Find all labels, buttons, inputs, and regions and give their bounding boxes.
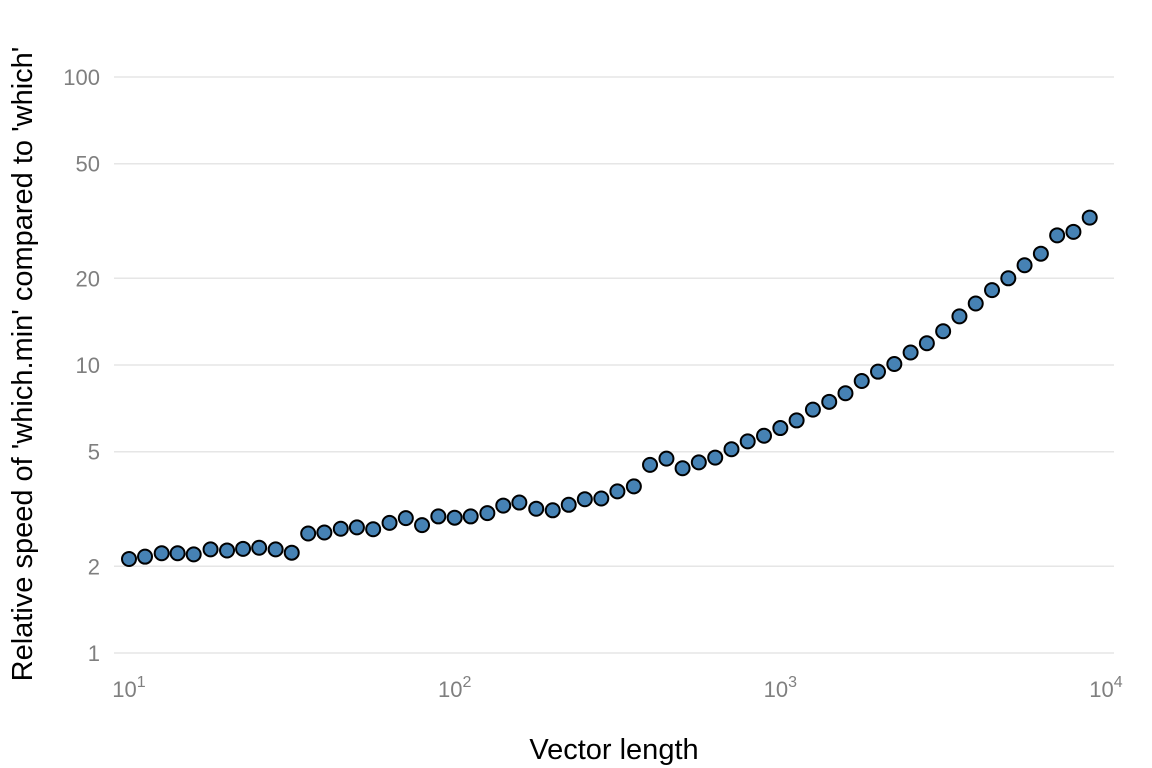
data-point — [1016, 257, 1033, 274]
data-point — [674, 460, 691, 477]
data-point — [739, 433, 756, 450]
data-point — [658, 450, 675, 467]
x-tick-label: 103 — [764, 674, 797, 702]
y-tick-label: 50 — [76, 152, 100, 177]
data-point — [642, 456, 659, 473]
data-point — [1081, 209, 1098, 226]
gridlines — [114, 76, 1114, 654]
data-point — [1049, 227, 1066, 244]
data-point — [251, 539, 268, 556]
data-point — [300, 525, 317, 542]
data-point — [593, 490, 610, 507]
y-tick-label: 5 — [88, 440, 100, 465]
data-point — [397, 510, 414, 527]
y-tick-label: 2 — [88, 554, 100, 579]
data-point — [332, 520, 349, 537]
data-point — [283, 544, 300, 561]
data-point — [690, 454, 707, 471]
data-point — [365, 521, 382, 538]
x-axis-title: Vector length — [529, 734, 698, 766]
x-tick-label: 102 — [438, 674, 471, 702]
data-point — [772, 420, 789, 437]
data-point — [609, 483, 626, 500]
data-point — [153, 545, 170, 562]
data-point — [267, 541, 284, 558]
data-point — [430, 508, 447, 525]
data-point — [788, 412, 805, 429]
data-point — [902, 344, 919, 361]
data-points — [121, 209, 1098, 568]
y-axis-title: Relative speed of 'which.min' compared t… — [7, 47, 39, 682]
data-point — [479, 505, 496, 522]
data-point — [918, 335, 935, 352]
x-tick-base: 10 — [764, 677, 788, 702]
data-point — [495, 497, 512, 514]
x-axis-ticks: 101 102 103 104 — [112, 674, 1122, 702]
data-point — [951, 308, 968, 325]
data-point — [348, 519, 365, 536]
x-tick-base: 10 — [112, 677, 136, 702]
data-point — [137, 548, 154, 565]
data-point — [1000, 270, 1017, 287]
x-tick-label: 101 — [112, 674, 145, 702]
data-point — [219, 542, 236, 559]
data-point — [462, 508, 479, 525]
y-axis-ticks: 1 2 5 10 20 50 100 — [63, 65, 100, 666]
data-point — [837, 385, 854, 402]
data-point — [169, 545, 186, 562]
x-tick-exponent: 4 — [1114, 674, 1123, 691]
data-point — [1065, 223, 1082, 240]
data-point — [625, 478, 642, 495]
data-point — [544, 502, 561, 519]
data-point — [870, 363, 887, 380]
y-tick-label: 20 — [76, 266, 100, 291]
data-point — [853, 372, 870, 389]
data-point — [984, 282, 1001, 299]
data-point — [414, 517, 431, 534]
y-tick-label: 10 — [76, 353, 100, 378]
data-point — [528, 500, 545, 517]
data-point — [202, 541, 219, 558]
y-tick-label: 100 — [63, 65, 100, 90]
data-point — [446, 509, 463, 526]
data-point — [185, 546, 202, 563]
x-tick-exponent: 1 — [137, 674, 146, 691]
data-point — [935, 323, 952, 340]
x-tick-exponent: 3 — [788, 674, 797, 691]
x-tick-label: 104 — [1089, 674, 1122, 702]
data-point — [560, 496, 577, 513]
data-point — [1032, 245, 1049, 262]
data-point — [316, 524, 333, 541]
data-point — [235, 540, 252, 557]
x-tick-exponent: 2 — [462, 674, 471, 691]
data-point — [511, 494, 528, 511]
data-point — [967, 295, 984, 312]
data-point — [576, 491, 593, 508]
data-point — [121, 551, 137, 568]
y-tick-label: 1 — [88, 641, 100, 666]
data-point — [723, 441, 740, 458]
data-point — [886, 356, 903, 373]
data-point — [756, 427, 773, 444]
data-point — [804, 401, 821, 418]
data-point — [381, 514, 398, 531]
data-point — [821, 393, 838, 410]
x-tick-base: 10 — [1089, 677, 1113, 702]
x-tick-base: 10 — [438, 677, 462, 702]
data-point — [707, 449, 724, 466]
